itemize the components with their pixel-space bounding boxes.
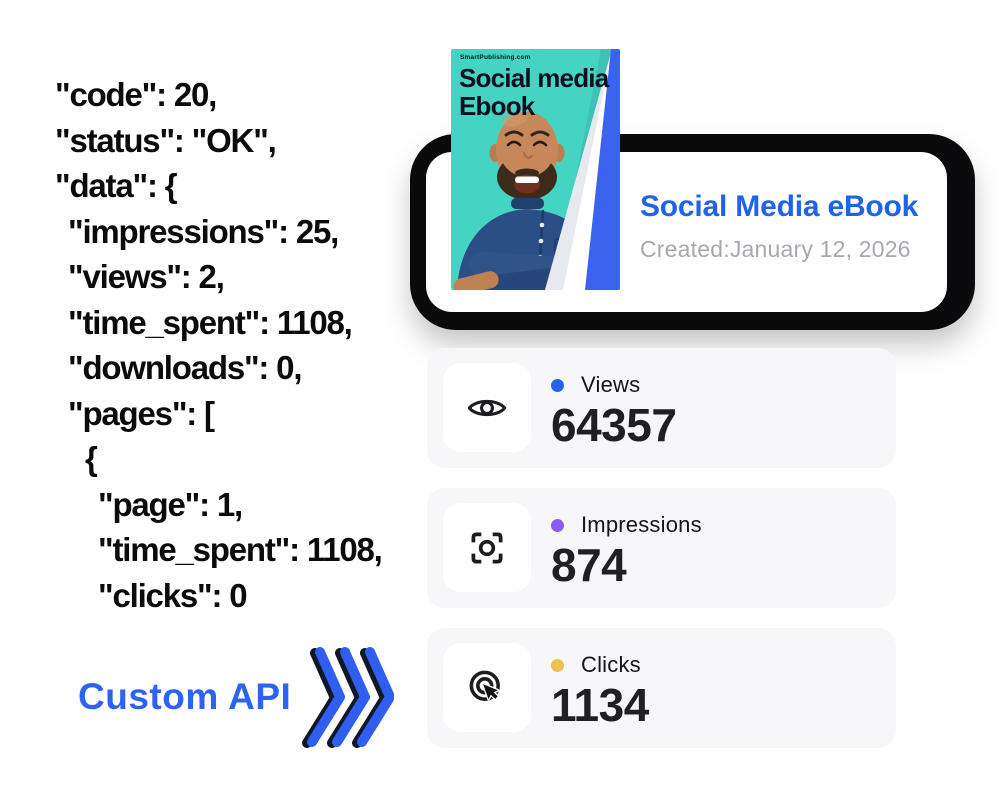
json-line: "pages": [ [68, 394, 215, 432]
ebook-cover: SmartPublishing.com Social media Ebook [451, 49, 620, 290]
json-line: "views": 2, [68, 258, 225, 295]
stat-label: Views [581, 372, 641, 397]
stat-value: 64357 [551, 399, 677, 451]
stat-head: Impressions [551, 512, 702, 538]
json-line: { [85, 440, 98, 477]
stat-label: Impressions [581, 512, 702, 537]
scan-icon [471, 532, 503, 563]
views-icon-tile [443, 363, 531, 452]
stat-dot [551, 518, 564, 532]
stat-card-clicks: Clicks 1134 [427, 628, 896, 748]
eye-icon [467, 399, 507, 416]
cover-title-line2: Ebook [459, 91, 535, 121]
json-line: "clicks": 0 [98, 576, 248, 613]
json-line: "code": 20, [55, 76, 217, 113]
json-line: "page": 1, [98, 485, 243, 523]
json-line: "status": "OK", [55, 121, 277, 159]
cover-publisher: SmartPublishing.com [460, 54, 531, 61]
api-response-code: "code": 20, "status": "OK", "data": { "impr… [55, 72, 425, 612]
stat-value: 874 [551, 539, 627, 591]
ebook-cover-photo [451, 49, 620, 290]
json-line: "time_spent": 1108, [98, 531, 383, 568]
custom-api-label: Custom API [78, 676, 292, 717]
cursor-click-icon [469, 670, 500, 701]
ebook-info-text: Social Media eBook Created:January 12, 2… [640, 190, 918, 263]
stat-card-views: Views 64357 [427, 348, 896, 468]
ebook-created-date: Created:January 12, 2026 [640, 236, 911, 262]
json-line: "impressions": 25, [68, 212, 339, 250]
cover-title-line1: Social media [459, 63, 609, 93]
impressions-icon-tile [443, 503, 531, 592]
stat-card-impressions: Impressions 874 [427, 488, 896, 608]
clicks-icon-tile [443, 643, 531, 732]
stat-label: Clicks [581, 652, 641, 677]
stat-value: 1134 [551, 679, 649, 731]
json-line: "downloads": 0, [68, 349, 303, 386]
stat-dot [551, 378, 564, 392]
stat-head: Views [551, 372, 640, 398]
ebook-title: Social Media eBook [640, 190, 919, 223]
stat-dot [551, 658, 564, 672]
stat-head: Clicks [551, 652, 641, 678]
json-line: "time_spent": 1108, [68, 303, 353, 341]
triple-chevron-icon [302, 647, 394, 748]
cover-title: Social media Ebook [459, 63, 609, 121]
json-line: "data": { [55, 167, 178, 204]
